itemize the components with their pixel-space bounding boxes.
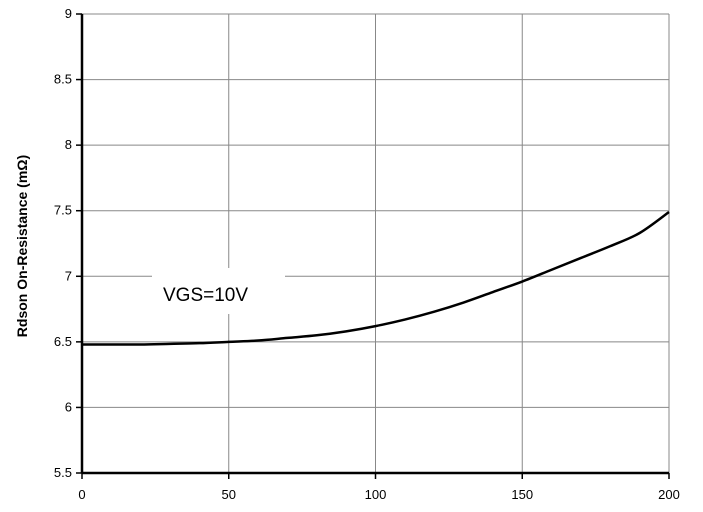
y-tick-label-3: 7 bbox=[65, 268, 72, 283]
series-group bbox=[82, 211, 670, 346]
y-tick-label-7: 9 bbox=[65, 6, 72, 21]
y-axis-ticks: 5.5 6 6.5 7 7.5 8 8.5 9 bbox=[54, 6, 82, 480]
y-tick-label-4: 7.5 bbox=[54, 203, 72, 218]
x-tick-label-3: 150 bbox=[511, 487, 533, 502]
y-axis-label: Rdson On-Resistance (mΩ) bbox=[14, 155, 30, 337]
series-line bbox=[82, 211, 670, 346]
annotation-background bbox=[152, 268, 285, 314]
annotation-label: VGS=10V bbox=[163, 285, 248, 306]
y-tick-label-5: 8 bbox=[65, 137, 72, 152]
y-tick-label-2: 6.5 bbox=[54, 334, 72, 349]
x-axis-ticks: 0 50 100 150 200 bbox=[78, 473, 680, 502]
x-tick-label-1: 50 bbox=[222, 487, 236, 502]
x-tick-label-0: 0 bbox=[78, 487, 85, 502]
y-tick-label-1: 6 bbox=[65, 399, 72, 414]
x-tick-label-4: 200 bbox=[658, 487, 680, 502]
y-tick-label-0: 5.5 bbox=[54, 465, 72, 480]
y-tick-label-6: 8.5 bbox=[54, 72, 72, 87]
grid bbox=[81, 13, 670, 474]
x-tick-label-2: 100 bbox=[365, 487, 387, 502]
